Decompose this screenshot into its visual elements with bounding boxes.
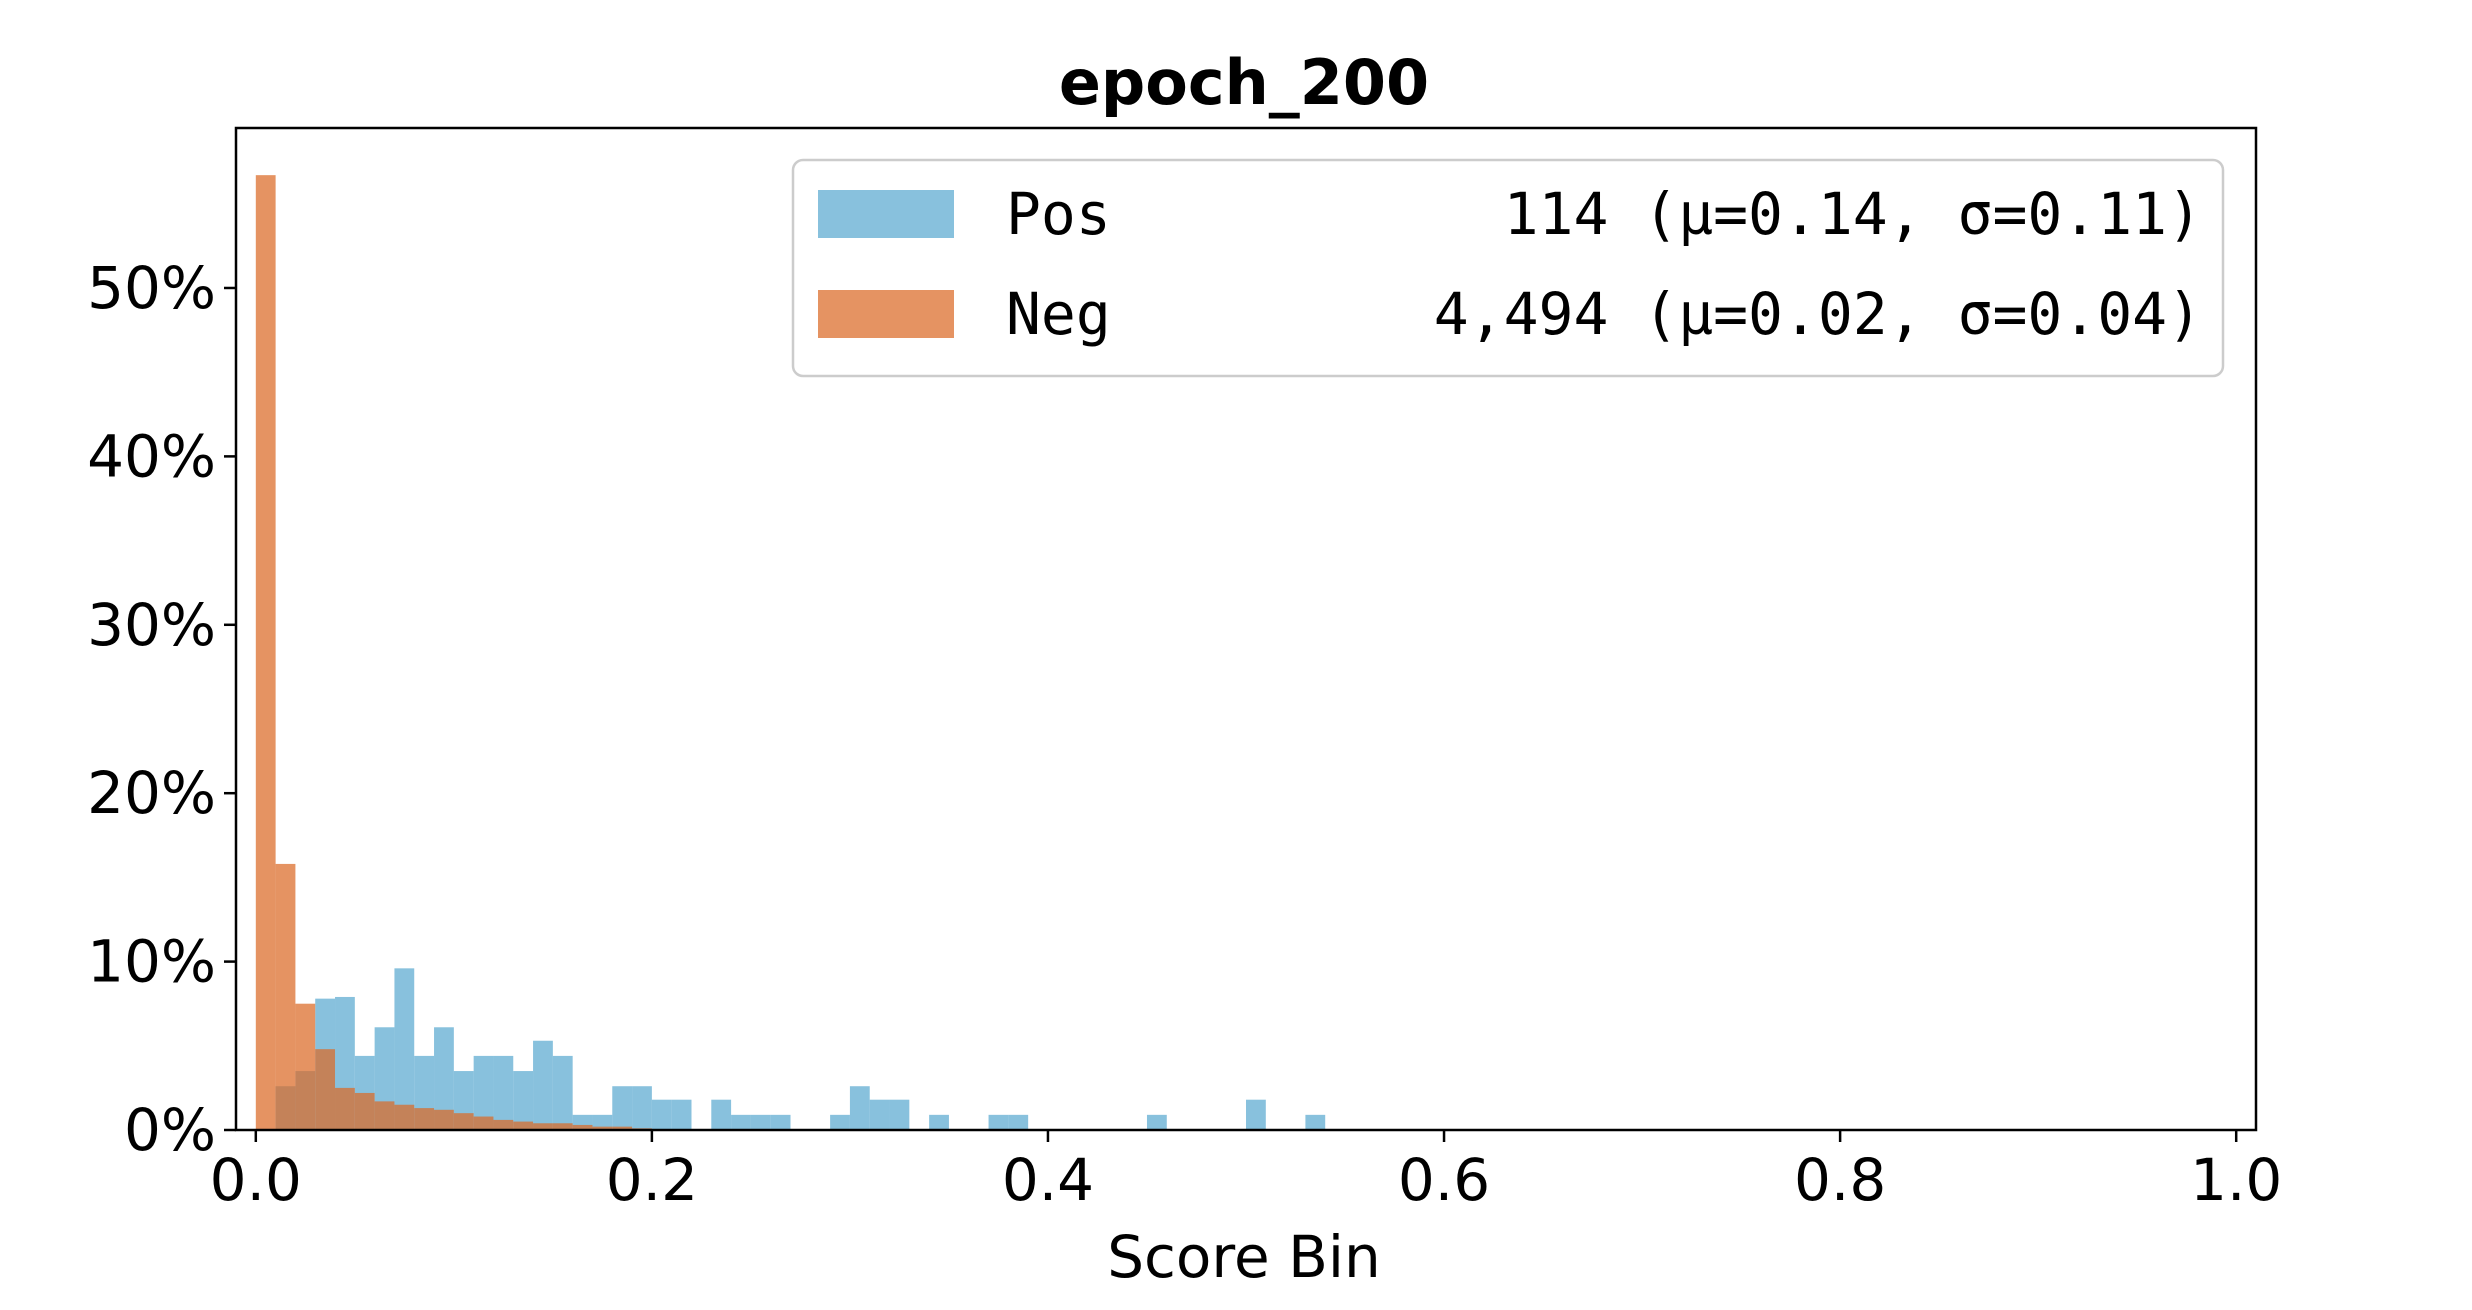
bar-pos [869,1099,890,1130]
x-axis-label: Score Bin [1107,1223,1381,1291]
bar-neg [255,175,276,1130]
bar-pos [731,1114,751,1130]
y-tick-label: 10% [87,928,216,996]
bar-pos [988,1114,1009,1130]
bar-pos [533,1040,553,1130]
bar-neg [473,1116,494,1130]
bar-neg [513,1121,534,1130]
legend-stats-neg: 4,494 (μ=0.02, σ=0.04) [1434,280,2202,348]
bar-neg [374,1101,395,1130]
x-tick-label: 0.2 [606,1146,698,1214]
bar-neg [275,863,296,1130]
bar-neg [592,1126,613,1130]
bar-pos [671,1099,692,1130]
legend-label-pos: Pos [1006,180,1111,248]
bar-neg [453,1113,474,1130]
bar-pos [1246,1099,1266,1130]
bar-pos [632,1086,652,1130]
bar-pos [612,1086,633,1130]
bar-pos [770,1114,791,1130]
bar-pos [929,1114,949,1130]
bar-neg [354,1092,375,1130]
legend-swatch-neg [818,290,954,338]
bar-pos [1305,1114,1326,1130]
x-axis-ticks: 0.0 0.2 0.4 0.6 0.8 1.0 [210,1130,2282,1214]
x-tick-label: 0.0 [210,1146,302,1214]
x-tick-label: 0.6 [1398,1146,1490,1214]
bar-neg [552,1123,573,1130]
bar-pos [592,1114,613,1130]
bar-neg [612,1126,633,1130]
bar-pos [849,1086,870,1130]
bar-pos [473,1055,494,1130]
bar-pos [750,1114,771,1130]
bars-layer [255,175,1326,1130]
y-axis-ticks: 0% 10% 20% 30% 40% 50% [87,254,236,1164]
bar-neg [572,1124,593,1130]
y-tick-label: 0% [124,1096,216,1164]
x-tick-label: 0.4 [1002,1146,1094,1214]
bar-pos [1146,1114,1167,1130]
bar-neg [434,1109,454,1130]
bar-neg [533,1123,553,1130]
legend-box [791,158,2225,378]
bar-neg [493,1119,514,1130]
bar-pos [889,1099,910,1130]
legend-label-neg: Neg [1006,280,1111,348]
bar-pos [711,1099,732,1130]
bar-neg [335,1087,355,1130]
legend: Pos 114 (μ=0.14, σ=0.11) Neg 4,494 (μ=0.… [791,158,2225,378]
chart-title: epoch_200 [1059,46,1429,119]
bar-neg [414,1108,435,1130]
bar-pos [394,968,415,1130]
bar-neg [295,1003,316,1130]
x-tick-label: 1.0 [2190,1146,2282,1214]
plot-frame [234,126,2258,1132]
bar-pos [651,1099,672,1130]
bar-pos [552,1055,573,1130]
bar-neg [394,1104,415,1130]
bar-pos [830,1114,850,1130]
y-tick-label: 50% [87,254,216,322]
y-tick-label: 30% [87,591,216,659]
x-tick-label: 0.8 [1794,1146,1886,1214]
bar-pos [434,1027,454,1130]
legend-swatch-pos [818,190,954,238]
bar-pos [1008,1114,1029,1130]
y-tick-label: 20% [87,759,216,827]
y-tick-label: 40% [87,422,216,490]
legend-stats-pos: 114 (μ=0.14, σ=0.11) [1504,180,2202,248]
bar-pos [493,1055,514,1130]
bar-neg [315,1049,336,1130]
bar-pos [513,1071,534,1130]
